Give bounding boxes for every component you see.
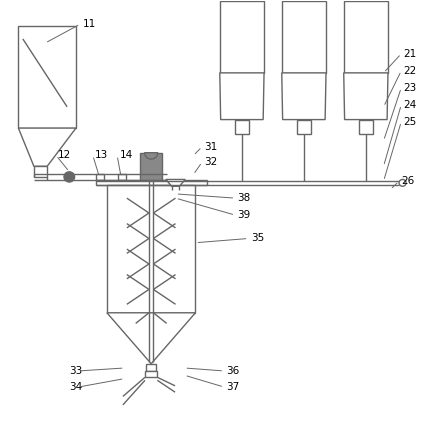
Polygon shape	[107, 313, 195, 364]
Polygon shape	[18, 128, 76, 166]
Text: 21: 21	[404, 49, 417, 59]
Text: 34: 34	[69, 382, 83, 392]
Polygon shape	[282, 73, 326, 120]
Text: 36: 36	[226, 366, 240, 376]
Text: 23: 23	[404, 83, 417, 93]
Text: 31: 31	[204, 142, 218, 152]
Bar	[359, 120, 373, 135]
Bar	[140, 153, 162, 180]
Bar	[96, 173, 104, 180]
Text: 13: 13	[95, 150, 108, 160]
Bar	[34, 166, 47, 177]
Bar	[235, 120, 249, 135]
Text: 12: 12	[58, 150, 71, 160]
Bar	[107, 185, 195, 313]
Text: 39: 39	[238, 210, 251, 220]
Bar	[96, 180, 206, 185]
Text: 38: 38	[238, 193, 251, 203]
Text: 37: 37	[226, 382, 240, 392]
Bar	[145, 371, 157, 377]
Text: 22: 22	[404, 66, 417, 76]
Polygon shape	[166, 179, 185, 186]
Bar	[146, 364, 156, 371]
Text: 32: 32	[204, 157, 218, 167]
Polygon shape	[344, 73, 388, 120]
Polygon shape	[220, 73, 264, 120]
Bar	[282, 1, 326, 73]
Bar	[18, 26, 76, 128]
Circle shape	[64, 172, 75, 182]
Text: 35: 35	[251, 233, 264, 244]
Text: 26: 26	[401, 176, 415, 186]
Text: 11: 11	[83, 19, 96, 29]
Bar	[220, 1, 264, 73]
Bar	[344, 1, 388, 73]
Text: 25: 25	[404, 117, 417, 127]
Text: 33: 33	[69, 366, 83, 376]
Text: 14: 14	[119, 150, 133, 160]
Polygon shape	[145, 153, 158, 159]
Bar	[118, 173, 126, 180]
Text: 24: 24	[404, 100, 417, 110]
Bar	[297, 120, 311, 135]
